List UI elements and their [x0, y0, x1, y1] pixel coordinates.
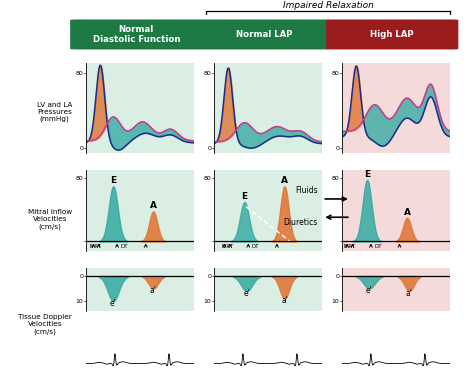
- Text: e': e': [110, 299, 117, 308]
- Text: Diuretics: Diuretics: [283, 218, 318, 228]
- Text: LV and LA
Pressures
(mmHg): LV and LA Pressures (mmHg): [36, 102, 72, 122]
- Text: E: E: [364, 170, 370, 179]
- Text: A: A: [281, 176, 288, 185]
- Text: Mitral Inflow
Velocities
(cm/s): Mitral Inflow Velocities (cm/s): [28, 209, 72, 229]
- Text: a': a': [406, 288, 413, 298]
- Text: Normal
Diastolic Function: Normal Diastolic Function: [92, 25, 180, 44]
- Text: E: E: [241, 192, 247, 201]
- Text: DT: DT: [120, 244, 128, 249]
- Text: High LAP: High LAP: [370, 30, 414, 39]
- Text: e': e': [366, 286, 373, 295]
- Text: Normal LAP: Normal LAP: [236, 30, 292, 39]
- Text: E: E: [110, 176, 116, 185]
- Text: e': e': [243, 288, 250, 298]
- Text: Impaired Relaxation: Impaired Relaxation: [283, 1, 374, 10]
- Text: IVRT: IVRT: [344, 244, 356, 249]
- Text: Fluids: Fluids: [295, 186, 318, 195]
- FancyBboxPatch shape: [70, 20, 202, 49]
- FancyBboxPatch shape: [326, 20, 458, 49]
- Text: IVRT: IVRT: [90, 244, 102, 249]
- Text: DT: DT: [374, 244, 382, 249]
- Text: a': a': [281, 296, 288, 305]
- Text: DT: DT: [252, 244, 259, 249]
- Text: Tissue Doppler
Velocities
(cm/s): Tissue Doppler Velocities (cm/s): [18, 314, 72, 335]
- Text: A: A: [150, 201, 157, 210]
- Text: IVRT: IVRT: [221, 244, 233, 249]
- FancyBboxPatch shape: [198, 20, 330, 49]
- Text: a': a': [150, 286, 157, 295]
- Text: A: A: [403, 208, 410, 217]
